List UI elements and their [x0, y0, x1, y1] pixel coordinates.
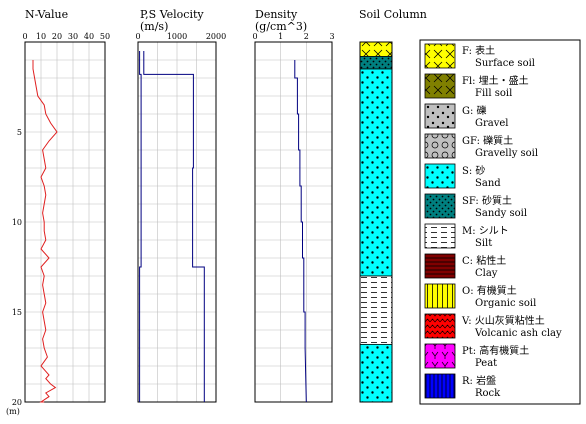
density-frame — [254, 41, 333, 403]
soil-layer-S — [359, 68, 393, 277]
density-title: Density — [255, 8, 298, 21]
depth-tick-label: 20 — [12, 398, 22, 407]
legend-label-en: Fill soil — [475, 88, 512, 99]
legend-swatch-O — [424, 283, 456, 309]
legend-label-jp: M: シルト — [462, 226, 509, 237]
legend-swatch-V — [424, 313, 456, 339]
nvalue-tick-label: 0 — [22, 32, 27, 41]
legend-label-jp: F: 表土 — [462, 44, 495, 57]
legend-swatch-S — [424, 163, 456, 189]
p-velocity-line — [143, 51, 205, 402]
legend-label-en: Gravel — [475, 118, 509, 129]
legend-label-jp: Pt: 高有機質土 — [462, 344, 529, 357]
density-tick-label: 1 — [278, 32, 283, 41]
velocity-unit: (m/s) — [140, 20, 168, 33]
legend-label-en: Gravelly soil — [475, 148, 538, 159]
nvalue-panel: 0 10 20 30 40 50 — [22, 32, 110, 403]
s-velocity-line — [139, 51, 142, 402]
depth-tick-label: 15 — [12, 308, 22, 317]
legend-label-jp: Fl: 埋土・盛土 — [462, 74, 529, 87]
legend-swatch-M — [424, 223, 456, 249]
nvalue-tick-label: 10 — [36, 32, 46, 41]
soil-layer-M — [359, 275, 393, 345]
legend-swatch-SF — [424, 193, 456, 219]
density-tick-label: 0 — [252, 32, 257, 41]
velocity-panel: 0 1000 2000 — [135, 32, 226, 403]
legend-label-en: Sandy soil — [475, 208, 527, 219]
depth-tick-label: 5 — [17, 128, 22, 137]
velocity-frame — [137, 41, 217, 403]
soil-layer-F — [359, 41, 393, 57]
nvalue-series-line — [32, 60, 58, 403]
legend-box — [419, 39, 581, 405]
legend-label-en: Silt — [475, 238, 492, 249]
legend-label-jp: V: 火山灰質粘性土 — [461, 314, 545, 327]
legend-swatch-Pt — [424, 343, 456, 369]
legend-label-en: Volcanic ash clay — [474, 328, 562, 339]
depth-unit-label: (m) — [6, 407, 20, 416]
density-unit: (g/cm^3) — [255, 20, 307, 33]
velocity-title: P,S Velocity — [140, 8, 204, 21]
legend-label-jp: GF: 礫質土 — [462, 134, 513, 147]
velocity-tick-label: 1000 — [167, 32, 187, 41]
legend-swatch-R — [424, 373, 456, 399]
density-tick-label: 2 — [304, 32, 309, 41]
legend-label-en: Sand — [475, 178, 501, 189]
nvalue-tick-label: 40 — [84, 32, 94, 41]
legend-swatch-C — [424, 253, 456, 279]
soil-layer-SF — [359, 56, 393, 70]
legend-label-en: Peat — [475, 358, 497, 369]
legend-swatch-Fl — [424, 73, 456, 99]
nvalue-tick-label: 50 — [100, 32, 110, 41]
legend-label-en: Organic soil — [475, 298, 536, 309]
legend-label-en: Rock — [475, 388, 501, 399]
legend-label-en: Surface soil — [475, 58, 535, 69]
nvalue-frame — [24, 41, 106, 403]
nvalue-tick-label: 20 — [52, 32, 62, 41]
legend-label-jp: SF: 砂質土 — [462, 194, 512, 207]
soil-column — [359, 41, 393, 403]
legend-swatch-GF — [424, 133, 456, 159]
legend-label-en: Clay — [475, 268, 498, 279]
density-panel: 0 1 2 3 — [252, 32, 335, 403]
density-series-line — [294, 60, 307, 403]
density-tick-label: 3 — [329, 32, 334, 41]
nvalue-title: N-Value — [25, 8, 68, 21]
legend-label-jp: C: 粘性土 — [462, 254, 506, 267]
velocity-tick-label: 0 — [135, 32, 140, 41]
nvalue-tick-label: 30 — [68, 32, 78, 41]
legend-label-jp: O: 有機質土 — [462, 284, 517, 297]
soil-layer-S — [359, 343, 393, 403]
legend-label-jp: G: 礫 — [462, 104, 487, 117]
legend-label-jp: S: 砂 — [462, 164, 485, 177]
legend-swatch-F — [424, 43, 456, 69]
velocity-tick-label: 2000 — [206, 32, 226, 41]
legend-swatch-G — [424, 103, 456, 129]
soil-column-frame — [359, 41, 393, 403]
soil-column-title: Soil Column — [359, 8, 427, 21]
depth-tick-label: 10 — [12, 218, 22, 227]
legend-label-jp: R: 岩盤 — [462, 374, 496, 387]
